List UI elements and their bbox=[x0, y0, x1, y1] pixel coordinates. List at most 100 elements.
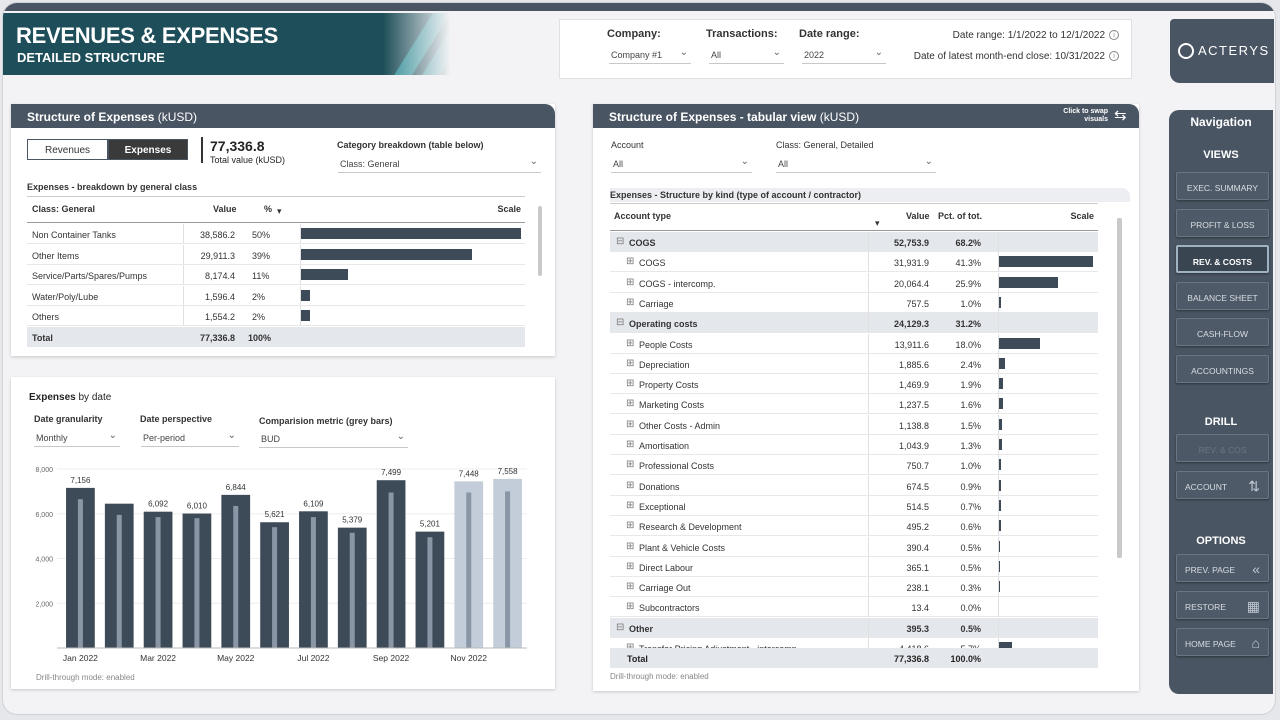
nav-view-button[interactable]: REV. & COSTS bbox=[1176, 245, 1269, 273]
account-dropdown[interactable]: All ⌄ bbox=[611, 156, 752, 173]
table-scrollbar[interactable] bbox=[1117, 208, 1122, 663]
table-row[interactable]: ⊞ Donations 674.5 0.9% bbox=[610, 475, 1098, 496]
class-dropdown[interactable]: All ⌄ bbox=[776, 156, 936, 173]
row-name: Carriage bbox=[639, 298, 674, 309]
perspective-dropdown[interactable]: Per-period ⌄ bbox=[141, 430, 239, 447]
table-row[interactable]: ⊞ Carriage 757.5 1.0% bbox=[610, 292, 1098, 313]
expand-icon[interactable]: ⊞ bbox=[626, 296, 635, 308]
collapse-icon[interactable]: ⊟ bbox=[616, 236, 625, 247]
table-row[interactable]: Water/Poly/Lube 1,596.4 2% bbox=[27, 285, 525, 306]
expand-icon[interactable]: ⊞ bbox=[626, 581, 635, 593]
table-row[interactable]: ⊞ Property Costs 1,469.9 1.9% bbox=[610, 374, 1098, 395]
column-divider bbox=[868, 292, 869, 312]
expand-icon[interactable]: ⊞ bbox=[626, 398, 635, 410]
panel-title-unit: (kUSD) bbox=[154, 110, 198, 124]
total-row-pct: 100.0% bbox=[950, 654, 981, 664]
month-end-text: Date of latest month-end close: 10/31/20… bbox=[913, 51, 1105, 62]
table-row[interactable]: Other Items 29,911.3 39% bbox=[27, 244, 525, 265]
expand-icon[interactable]: ⊞ bbox=[626, 276, 635, 288]
info-icon[interactable]: i bbox=[1109, 30, 1119, 40]
expand-icon[interactable]: ⊞ bbox=[626, 418, 635, 430]
transactions-dropdown[interactable]: All ⌄ bbox=[709, 47, 784, 64]
collapse-icon[interactable]: ⊟ bbox=[616, 621, 625, 633]
header-pct[interactable]: Pct. of tot. bbox=[938, 211, 982, 221]
column-divider bbox=[998, 353, 999, 373]
table-scrollbar[interactable] bbox=[538, 198, 542, 340]
expand-icon[interactable]: ⊞ bbox=[626, 378, 635, 390]
scrollbar-thumb[interactable] bbox=[1117, 218, 1122, 558]
collapse-icon[interactable]: ⊟ bbox=[616, 317, 625, 329]
header-value[interactable]: Value bbox=[213, 204, 237, 214]
sort-desc-icon[interactable]: ▾ bbox=[875, 218, 880, 228]
header-account[interactable]: Account type bbox=[614, 211, 672, 221]
table-row[interactable]: ⊞ Plant & Vehicle Costs 390.4 0.5% bbox=[610, 536, 1098, 557]
nav-view-button[interactable]: ACCOUNTINGS bbox=[1176, 354, 1269, 383]
home-page-button[interactable]: HOME PAGE ⌂ bbox=[1176, 628, 1269, 656]
comparison-dropdown[interactable]: BUD ⌄ bbox=[259, 431, 408, 448]
prev-page-button[interactable]: PREV. PAGE « bbox=[1176, 554, 1269, 582]
row-pct: 1.0% bbox=[960, 298, 981, 309]
column-divider bbox=[868, 556, 869, 576]
header-pct[interactable]: % bbox=[264, 204, 273, 214]
nav-view-button[interactable]: CASH-FLOW bbox=[1176, 318, 1269, 346]
row-name: Water/Poly/Lube bbox=[32, 291, 99, 302]
column-divider bbox=[300, 285, 301, 305]
expand-icon[interactable]: ⊞ bbox=[626, 439, 635, 450]
table-row[interactable]: ⊞ Exceptional 514.5 0.7% bbox=[610, 495, 1098, 516]
table-row[interactable]: Service/Parts/Spares/Pumps 8,174.4 11% bbox=[27, 265, 525, 285]
table-row[interactable]: ⊞ Carriage Out 238.1 0.3% bbox=[610, 577, 1098, 598]
expand-icon[interactable]: ⊞ bbox=[626, 601, 635, 613]
table-row[interactable]: ⊞ Amortisation 1,043.9 1.3% bbox=[610, 435, 1098, 455]
group-row[interactable]: ⊟ Other 395.3 0.5% bbox=[610, 617, 1098, 638]
header-class[interactable]: Class: General bbox=[32, 204, 96, 214]
restore-button[interactable]: RESTORE ▦ bbox=[1176, 591, 1269, 619]
expand-icon[interactable]: ⊞ bbox=[626, 560, 635, 572]
row-name: Other Costs - Admin bbox=[639, 420, 721, 431]
expand-icon[interactable]: ⊞ bbox=[626, 479, 635, 491]
expand-icon[interactable]: ⊞ bbox=[626, 499, 635, 511]
daterange-dropdown[interactable]: 2022 ⌄ bbox=[802, 47, 886, 64]
row-name: Subcontractors bbox=[639, 603, 700, 614]
table-row[interactable]: ⊞ Subcontractors 13.4 0.0% bbox=[610, 597, 1098, 618]
table-row[interactable]: ⊞ Professional Costs 750.7 1.0% bbox=[610, 455, 1098, 476]
table-row[interactable]: ⊞ Other Costs - Admin 1,138.8 1.5% bbox=[610, 414, 1098, 435]
table-row[interactable]: ⊞ People Costs 13,911.6 18.0% bbox=[610, 333, 1098, 354]
expand-icon[interactable]: ⊞ bbox=[626, 337, 635, 349]
expand-icon[interactable]: ⊞ bbox=[626, 459, 635, 471]
nav-view-button[interactable]: BALANCE SHEET bbox=[1176, 281, 1269, 310]
expand-icon[interactable]: ⊞ bbox=[626, 357, 635, 369]
table-row[interactable]: ⊞ Marketing Costs 1,237.5 1.6% bbox=[610, 394, 1098, 415]
granularity-dropdown[interactable]: Monthly ⌄ bbox=[34, 430, 120, 447]
info-icon[interactable]: i bbox=[1109, 51, 1119, 61]
table-row[interactable]: Non Container Tanks 38,586.2 50% bbox=[27, 224, 525, 244]
drill-rev-cos-button[interactable]: REV. & COS bbox=[1176, 434, 1269, 462]
expand-icon[interactable]: ⊞ bbox=[626, 642, 634, 653]
nav-view-button[interactable]: PROFIT & LOSS bbox=[1176, 208, 1269, 237]
scrollbar-thumb[interactable] bbox=[538, 206, 542, 276]
sort-desc-icon[interactable]: ▾ bbox=[277, 206, 282, 216]
table-row[interactable]: ⊞ COGS - intercomp. 20,064.4 25.9% bbox=[610, 272, 1098, 293]
expenses-toggle[interactable]: Expenses bbox=[108, 139, 188, 160]
swap-visuals-button[interactable]: Click to swap visuals bbox=[1063, 108, 1108, 123]
table-row[interactable]: ⊞ Direct Labour 365.1 0.5% bbox=[610, 556, 1098, 577]
expand-icon[interactable]: ⊞ bbox=[626, 540, 635, 552]
total-row-value: 77,336.8 bbox=[199, 333, 235, 343]
table-row[interactable]: ⊞ Research & Development 495.2 0.6% bbox=[610, 516, 1098, 537]
revenues-toggle[interactable]: Revenues bbox=[27, 139, 108, 160]
swap-arrows-icon[interactable]: ⇆ bbox=[1114, 107, 1127, 124]
expand-icon[interactable]: ⊞ bbox=[626, 256, 635, 268]
group-row[interactable]: ⊟ COGS 52,753.9 68.2% bbox=[610, 232, 1098, 252]
drill-account-button[interactable]: ACCOUNT ⇅ bbox=[1176, 471, 1269, 499]
expand-icon[interactable]: ⊞ bbox=[626, 520, 635, 532]
table-row[interactable]: Others 1,554.2 2% bbox=[27, 306, 525, 326]
data-label: 7,156 bbox=[70, 476, 91, 485]
table-row[interactable]: ⊞ COGS 31,931.9 41.3% bbox=[610, 252, 1098, 273]
company-dropdown[interactable]: Company #1 ⌄ bbox=[609, 47, 691, 64]
nav-view-button[interactable]: EXEC. SUMMARY bbox=[1176, 172, 1269, 200]
row-name: Depreciation bbox=[639, 359, 690, 370]
header-value[interactable]: Value bbox=[906, 211, 930, 221]
group-row[interactable]: ⊟ Operating costs 24,129.3 31.2% bbox=[610, 313, 1098, 334]
row-name: COGS - intercomp. bbox=[639, 278, 716, 289]
table-row[interactable]: ⊞ Depreciation 1,885.6 2.4% bbox=[610, 353, 1098, 374]
breakdown-dropdown[interactable]: Class: General ⌄ bbox=[338, 156, 541, 173]
